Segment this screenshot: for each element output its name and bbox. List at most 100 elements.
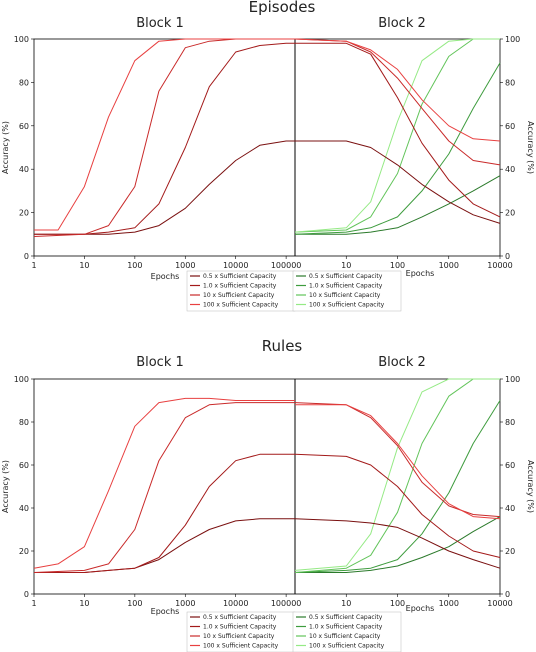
legend-label-block2: 100 x Sufficient Capacity xyxy=(309,643,385,650)
y-tick-label-right: 20 xyxy=(505,209,515,218)
y-tick-label-left: 60 xyxy=(19,122,29,131)
x-tick-label-block1: 10 xyxy=(79,261,89,270)
y-tick-label-right: 100 xyxy=(505,35,520,44)
y-tick-label-right: 60 xyxy=(505,122,515,131)
legend-label-block2: 10 x Sufficient Capacity xyxy=(309,292,381,299)
x-tick-label-block2: 100 xyxy=(390,599,405,608)
block1-series-line xyxy=(34,140,295,235)
legend-label-block2: 1.0 x Sufficient Capacity xyxy=(309,283,383,290)
chart-title: Episodes xyxy=(249,0,316,16)
legend-box-block2 xyxy=(292,270,402,312)
legend-label-block1: 10 x Sufficient Capacity xyxy=(203,292,275,299)
block-1-title: Block 1 xyxy=(136,16,184,31)
y-tick-label-left: 40 xyxy=(19,504,29,513)
legend-label-block2: 10 x Sufficient Capacity xyxy=(309,633,381,640)
y-tick-label-left: 100 xyxy=(14,35,29,44)
x-tick-label-block2: 100 xyxy=(390,261,405,270)
block-2-title: Block 2 xyxy=(378,355,426,370)
x-axis-label-block1: Epochs xyxy=(151,607,180,616)
legend-label-block1: 1.0 x Sufficient Capacity xyxy=(203,624,277,631)
block2-red-series-line xyxy=(294,38,501,166)
x-tick-label-block1: 100 xyxy=(127,261,142,270)
block1-series-line xyxy=(34,38,295,231)
x-tick-label-block1: 100000 xyxy=(271,261,302,270)
y-tick-label-left: 80 xyxy=(19,418,29,427)
x-axis-label-block2: Epochs xyxy=(406,604,435,613)
block2-green-series-line xyxy=(295,175,501,235)
x-tick-label-block1: 1000 xyxy=(175,599,195,608)
y-axis-label-right: Accuracy (%) xyxy=(526,460,535,513)
plot-frame xyxy=(33,38,501,257)
x-tick-label-block2: 10000 xyxy=(487,261,512,270)
y-tick-label-right: 40 xyxy=(505,165,515,174)
legend-label-block1: 10 x Sufficient Capacity xyxy=(203,633,275,640)
block2-green-series-line xyxy=(294,378,500,571)
y-tick-label-left: 20 xyxy=(19,209,29,218)
y-tick-label-right: 80 xyxy=(505,418,515,427)
y-tick-label-right: 100 xyxy=(505,375,520,384)
legend-label-block1: 0.5 x Sufficient Capacity xyxy=(203,614,277,621)
x-tick-label-block2: 10 xyxy=(341,261,351,270)
y-tick-label-left: 0 xyxy=(24,252,29,261)
x-tick-label-block1: 1000 xyxy=(175,261,195,270)
legend-label-block2: 0.5 x Sufficient Capacity xyxy=(309,614,383,621)
block1-series-line xyxy=(33,402,295,573)
chart-title: Rules xyxy=(262,337,303,355)
legend-label-block1: 0.5 x Sufficient Capacity xyxy=(203,273,277,280)
legend-label-block2: 0.5 x Sufficient Capacity xyxy=(309,273,383,280)
y-axis-label-right: Accuracy (%) xyxy=(526,121,535,174)
block2-green-series-line xyxy=(294,38,500,233)
y-axis-label-left: Accuracy (%) xyxy=(1,121,10,174)
x-tick-label-block1: 1 xyxy=(31,261,36,270)
block2-green-series-line xyxy=(295,516,501,573)
legend-label-block1: 1.0 x Sufficient Capacity xyxy=(203,283,277,290)
x-tick-label-block1: 100000 xyxy=(271,599,302,608)
block1-series-line xyxy=(33,397,295,569)
block2-red-series-line xyxy=(294,518,501,569)
y-tick-label-left: 40 xyxy=(19,165,29,174)
legend-box-block1 xyxy=(186,611,296,652)
legend-label-block1: 100 x Sufficient Capacity xyxy=(203,643,279,650)
block2-green-series-line xyxy=(294,62,501,235)
y-tick-label-right: 0 xyxy=(505,252,510,261)
x-tick-label-block1: 10 xyxy=(79,599,89,608)
legend-label-block1: 100 x Sufficient Capacity xyxy=(203,302,279,309)
y-tick-label-right: 20 xyxy=(505,547,515,556)
block1-series-line xyxy=(34,42,295,235)
x-axis-label-block2: Epochs xyxy=(406,269,435,278)
block2-red-series-line xyxy=(294,453,501,558)
x-tick-label-block1: 10000 xyxy=(223,261,248,270)
block2-red-series-line xyxy=(295,404,501,520)
block2-red-series-line xyxy=(295,140,501,224)
plot-frame xyxy=(33,378,501,595)
legend-label-block2: 100 x Sufficient Capacity xyxy=(309,302,385,309)
block1-series-line xyxy=(34,518,295,573)
x-tick-label-block1: 10000 xyxy=(223,599,248,608)
y-tick-label-left: 60 xyxy=(19,461,29,470)
x-tick-label-block2: 10 xyxy=(341,599,351,608)
x-tick-label-block2: 10000 xyxy=(487,599,512,608)
y-axis-label-left: Accuracy (%) xyxy=(1,460,10,513)
x-axis-label-block1: Epochs xyxy=(151,272,180,281)
legend-box-block1 xyxy=(186,270,296,312)
legend-label-block2: 1.0 x Sufficient Capacity xyxy=(309,624,383,631)
block2-green-series-line xyxy=(294,400,501,573)
y-tick-label-right: 60 xyxy=(505,461,515,470)
block2-red-series-line xyxy=(294,38,501,142)
block1-series-line xyxy=(33,38,295,237)
y-tick-label-left: 80 xyxy=(19,78,29,87)
x-tick-label-block1: 1 xyxy=(31,599,36,608)
y-tick-label-right: 40 xyxy=(505,504,515,513)
block2-green-series-line xyxy=(294,38,500,233)
y-tick-label-right: 0 xyxy=(505,590,510,599)
y-tick-label-left: 100 xyxy=(14,375,29,384)
y-tick-label-left: 20 xyxy=(19,547,29,556)
legend-box-block2 xyxy=(292,611,402,652)
x-tick-label-block2: 1000 xyxy=(439,261,459,270)
block2-red-series-line xyxy=(294,402,501,518)
block2-green-series-line xyxy=(294,378,500,573)
y-tick-label-right: 80 xyxy=(505,78,515,87)
block2-red-series-line xyxy=(295,42,501,218)
block-2-title: Block 2 xyxy=(378,16,426,31)
